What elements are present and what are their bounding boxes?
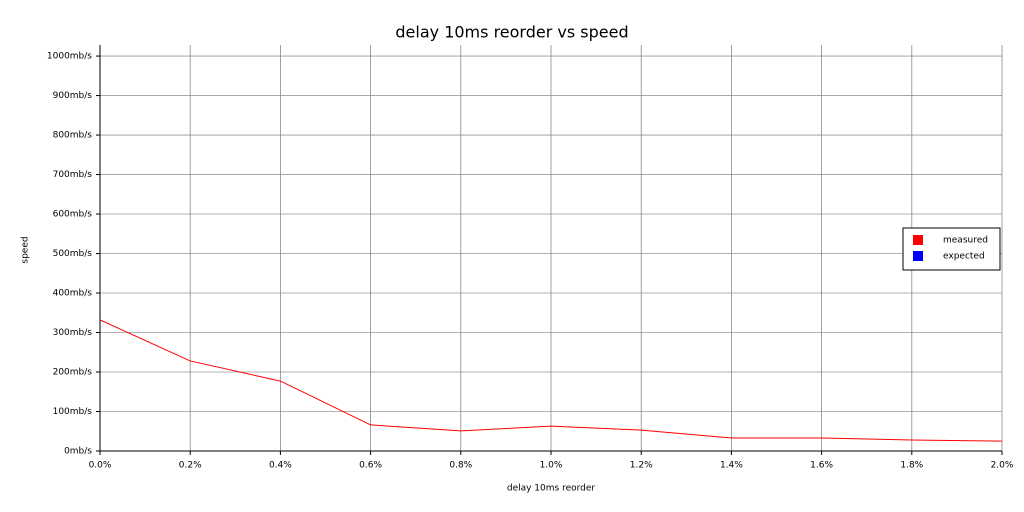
x-tick-label: 1.2% — [630, 461, 653, 471]
x-tick-label: 0.2% — [179, 461, 202, 471]
y-tick-label: 800mb/s — [53, 131, 93, 141]
x-tick-label: 1.4% — [720, 461, 743, 471]
x-tick-label: 0.4% — [269, 461, 292, 471]
line — [99, 319, 1003, 442]
y-axis-label: speed — [21, 236, 31, 263]
y-tick-label: 1000mb/s — [47, 52, 92, 62]
legend-swatch — [913, 251, 923, 261]
y-tick-label: 900mb/s — [53, 91, 93, 101]
x-axis-label: delay 10ms reorder — [507, 484, 596, 494]
legend-label: measured — [943, 236, 988, 246]
x-tick-label: 2.0% — [991, 461, 1014, 471]
y-tick-label: 600mb/s — [53, 210, 93, 220]
x-tick-label: 0.0% — [89, 461, 112, 471]
x-tick-label: 1.8% — [900, 461, 923, 471]
legend-label: expected — [943, 252, 985, 262]
chart-title: delay 10ms reorder vs speed — [395, 23, 628, 42]
y-tick-label: 100mb/s — [53, 407, 93, 417]
y-tick-label: 200mb/s — [53, 368, 93, 378]
y-tick-label: 500mb/s — [53, 249, 93, 259]
x-tick-label: 0.8% — [449, 461, 472, 471]
x-tick-label: 0.6% — [359, 461, 382, 471]
x-tick-label: 1.6% — [810, 461, 833, 471]
y-tick-label: 700mb/s — [53, 170, 93, 180]
x-tick-label: 1.0% — [540, 461, 563, 471]
y-tick-label: 0mb/s — [64, 447, 92, 457]
y-tick-label: 400mb/s — [53, 289, 93, 299]
y-tick-label: 300mb/s — [53, 328, 93, 338]
legend-box — [902, 227, 1001, 271]
legend-swatch — [913, 235, 923, 245]
